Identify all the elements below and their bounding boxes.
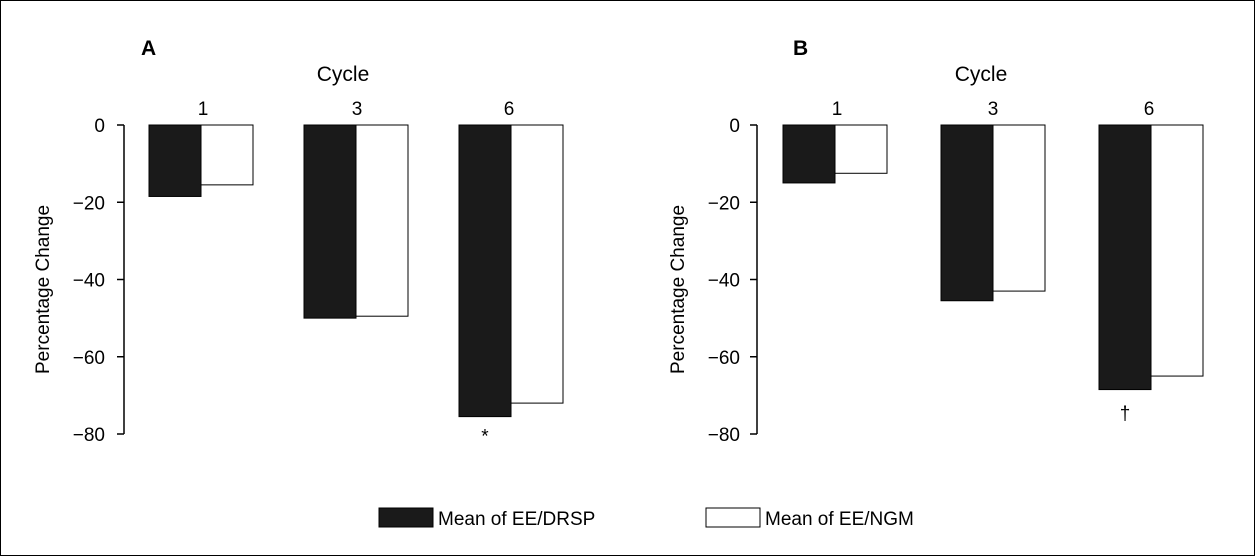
panel-a: A Cycle 0 −20 −40 −60 −80 Percentage Change 1 3 6 * bbox=[33, 37, 564, 448]
category-label: 6 bbox=[1144, 99, 1155, 120]
panel-letter: A bbox=[141, 37, 156, 60]
legend-swatch-ee-drsp bbox=[378, 507, 434, 528]
bar-ee-drsp-cycle-1 bbox=[782, 124, 836, 184]
y-tick-label: −20 bbox=[708, 193, 740, 214]
bar-ee-ngm-cycle-6 bbox=[510, 124, 564, 404]
panel-b: B Cycle 0 −20 −40 −60 −80 Percentage Change 1 3 6 † bbox=[668, 37, 1204, 446]
bar-ee-drsp-cycle-6 bbox=[1098, 124, 1152, 391]
bar-ee-drsp-cycle-3 bbox=[940, 124, 994, 302]
category-label: 3 bbox=[352, 99, 363, 120]
y-tick-label: −60 bbox=[73, 348, 105, 369]
legend-label-ee-ngm: Mean of EE/NGM bbox=[765, 509, 914, 530]
y-tick-label: 0 bbox=[94, 116, 105, 137]
significance-marker: † bbox=[1120, 404, 1131, 425]
category-label: 6 bbox=[504, 99, 515, 120]
category-label: 1 bbox=[832, 99, 843, 120]
bar-ee-ngm-cycle-1 bbox=[834, 124, 888, 174]
y-tick-label: −60 bbox=[708, 348, 740, 369]
y-axis-label: Percentage Change bbox=[668, 205, 689, 374]
bar-ee-drsp-cycle-1 bbox=[148, 124, 202, 197]
x-axis-title: Cycle bbox=[955, 63, 1008, 86]
y-tick-label: −80 bbox=[73, 425, 105, 446]
y-tick-label: 0 bbox=[729, 116, 740, 137]
bar-ee-ngm-cycle-6 bbox=[1150, 124, 1204, 377]
y-tick-label: −20 bbox=[73, 193, 105, 214]
x-axis-title: Cycle bbox=[317, 63, 370, 86]
y-axis-label: Percentage Change bbox=[33, 205, 54, 374]
legend-swatch-ee-ngm bbox=[705, 507, 761, 528]
panel-letter: B bbox=[793, 37, 808, 60]
category-label: 3 bbox=[988, 99, 999, 120]
y-tick-label: −40 bbox=[708, 271, 740, 292]
bar-ee-ngm-cycle-3 bbox=[355, 124, 409, 317]
legend-label-ee-drsp: Mean of EE/DRSP bbox=[438, 509, 595, 530]
y-tick-label: −40 bbox=[73, 271, 105, 292]
bar-ee-ngm-cycle-3 bbox=[992, 124, 1046, 292]
bar-ee-drsp-cycle-6 bbox=[458, 124, 512, 418]
legend: Mean of EE/DRSP Mean of EE/NGM bbox=[378, 507, 914, 530]
bar-ee-ngm-cycle-1 bbox=[200, 124, 254, 186]
category-label: 1 bbox=[198, 99, 209, 120]
significance-marker: * bbox=[481, 427, 489, 448]
y-tick-label: −80 bbox=[708, 425, 740, 446]
bar-ee-drsp-cycle-3 bbox=[303, 124, 357, 319]
